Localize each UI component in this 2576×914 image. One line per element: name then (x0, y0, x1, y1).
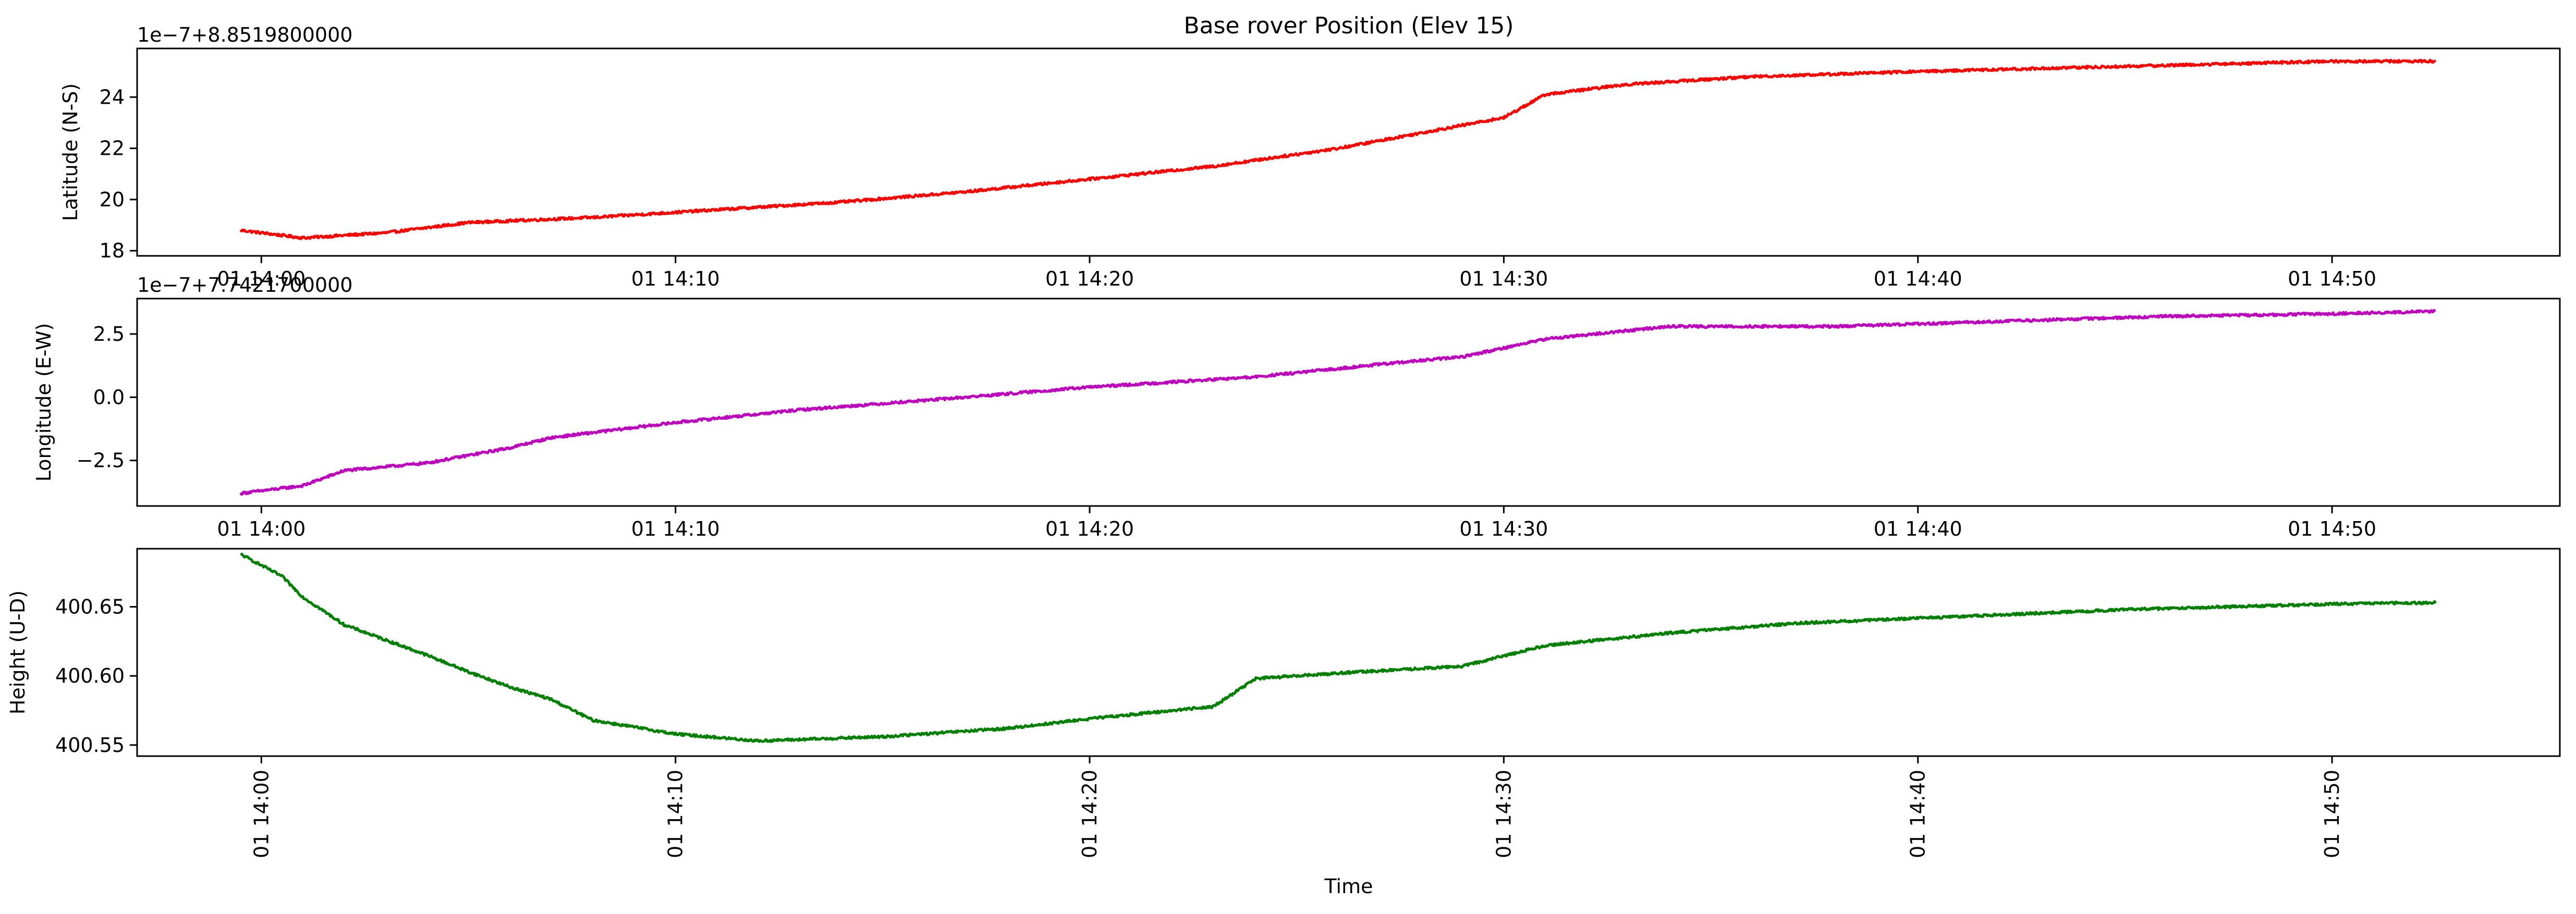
data-line-3 (240, 552, 2437, 743)
x-tick-label-3-6: 01 14:50 (2321, 770, 2343, 858)
x-tick-label-2-2: 01 14:10 (631, 517, 720, 540)
y-axis-label-3: Height (U-D) (6, 590, 29, 714)
y-offset-text-2: 1e−7+7.7421700000 (137, 274, 352, 297)
x-tick-label-3-1: 01 14:00 (250, 770, 273, 858)
y-tick-label-2-2: 0.0 (93, 386, 125, 409)
axes-frame-3 (136, 548, 2561, 757)
y-axis-label-2: Longitude (E-W) (32, 323, 55, 481)
y-tick-label-1-3: 22 (100, 137, 125, 160)
subplot-3: 400.55 400.60 400.65 01 14:00 01 14:10 01 14:… (6, 548, 2561, 858)
x-tick-label-2-5: 01 14:40 (1874, 517, 1962, 540)
x-tick-label-2-6: 01 14:50 (2288, 517, 2376, 540)
y-tick-label-3-2: 400.60 (55, 664, 125, 687)
x-tick-label-1-4: 01 14:30 (1459, 267, 1548, 290)
x-tick-label-3-3: 01 14:20 (1078, 770, 1101, 858)
x-tick-label-1-3: 01 14:20 (1045, 267, 1134, 290)
y-tick-label-2-1: −2.5 (77, 449, 125, 472)
y-tick-label-3-3: 400.65 (55, 595, 125, 618)
y-tick-label-1-2: 20 (100, 188, 125, 211)
x-tick-label-3-2: 01 14:10 (664, 770, 687, 858)
y-offset-text-1: 1e−7+8.8519800000 (137, 23, 352, 46)
x-tick-label-2-1: 01 14:00 (217, 517, 306, 540)
data-line-2 (239, 308, 2436, 496)
x-axis-label: Time (1324, 875, 1373, 898)
y-tick-label-1-1: 18 (100, 239, 125, 262)
x-tick-label-1-2: 01 14:10 (631, 267, 720, 290)
x-tick-label-2-4: 01 14:30 (1459, 517, 1548, 540)
y-tick-label-3-1: 400.55 (55, 734, 125, 757)
data-line-1 (239, 58, 2437, 240)
subplot-2: −2.5 0.0 2.5 01 14:00 01 14:10 01 14:20 01 14:… (32, 274, 2561, 540)
x-tick-label-1-1: 01 14:00 (217, 267, 306, 290)
x-tick-label-3-4: 01 14:30 (1492, 770, 1515, 858)
x-tick-label-1-5: 01 14:40 (1874, 267, 1962, 290)
axes-frame-2 (136, 298, 2561, 507)
x-tick-label-1-6: 01 14:50 (2288, 267, 2376, 290)
x-tick-label-2-3: 01 14:20 (1045, 517, 1134, 540)
y-axis-label-1: Latitude (N-S) (59, 83, 82, 221)
chart-title: Base rover Position (Elev 15) (1183, 13, 1513, 39)
subplot-1: 18 20 22 24 01 14:00 01 14:10 01 14:20 01 14:30… (59, 23, 2561, 290)
y-tick-label-2-3: 2.5 (93, 323, 125, 345)
axes-frame-1 (136, 47, 2561, 257)
x-tick-label-3-5: 01 14:40 (1907, 770, 1930, 858)
y-tick-label-1-4: 24 (100, 85, 125, 108)
